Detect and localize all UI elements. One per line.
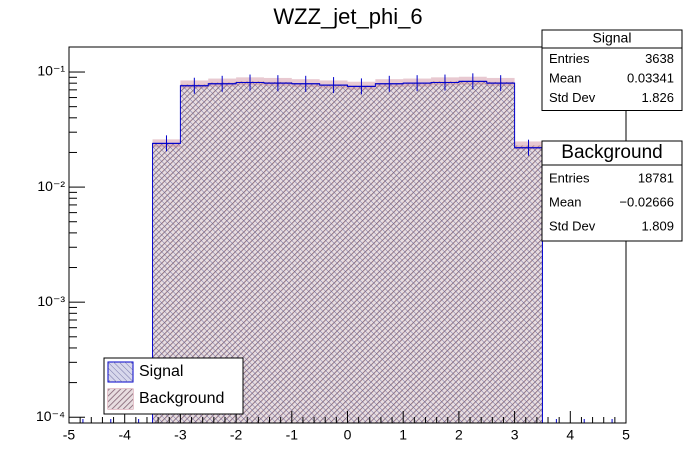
x-tick-label: -2	[230, 427, 243, 443]
signal-bar	[486, 83, 515, 424]
signal-bar	[514, 147, 543, 423]
stat-value: 1.809	[641, 218, 674, 233]
y-tick-label: 10⁻¹	[37, 63, 65, 79]
x-tick-label: -3	[174, 427, 187, 443]
stat-label: Std Dev	[549, 218, 596, 233]
chart-title: WZZ_jet_phi_6	[273, 4, 422, 29]
x-tick-label: -4	[118, 427, 131, 443]
signal-bar	[431, 82, 459, 423]
stat-label: Mean	[549, 71, 582, 86]
signal-bar	[291, 83, 320, 423]
x-tick-label: -5	[63, 427, 76, 443]
stat-label: Entries	[549, 170, 590, 185]
y-tick-label: 10⁻²	[37, 178, 65, 194]
stat-title: Background	[561, 142, 662, 163]
legend-label: Signal	[139, 363, 183, 380]
x-tick-label: 1	[399, 427, 407, 443]
x-tick-label: 0	[344, 427, 352, 443]
x-tick-label: -1	[286, 427, 299, 443]
signal-outline	[69, 80, 626, 424]
legend-label: Background	[139, 390, 224, 407]
stat-value: 3638	[645, 51, 674, 66]
x-tick-label: 3	[511, 427, 519, 443]
x-tick-label: 4	[566, 427, 574, 443]
x-tick-label: 2	[455, 427, 463, 443]
y-tick-label: 10⁻³	[37, 293, 65, 309]
signal-bar	[347, 86, 376, 423]
stat-box	[541, 29, 683, 111]
stat-value: 1.826	[641, 90, 674, 105]
legend-hatch	[108, 389, 133, 409]
signal-bar	[403, 83, 432, 424]
stat-label: Entries	[549, 51, 590, 66]
y-tick-label: 10⁻⁴	[36, 408, 65, 424]
legend-hatch	[108, 362, 133, 382]
signal-bar	[375, 83, 404, 423]
signal-bar	[319, 85, 348, 424]
stat-value: 18781	[638, 170, 674, 185]
stat-label: Mean	[549, 194, 582, 209]
stat-value: −0.02666	[619, 194, 674, 209]
x-tick-label: 5	[622, 427, 630, 443]
stat-title: Signal	[593, 30, 632, 46]
stat-box	[541, 140, 683, 242]
stat-value: 0.03341	[627, 71, 674, 86]
signal-bar	[458, 81, 487, 423]
signal-bar	[263, 83, 292, 424]
stat-label: Std Dev	[549, 90, 596, 105]
